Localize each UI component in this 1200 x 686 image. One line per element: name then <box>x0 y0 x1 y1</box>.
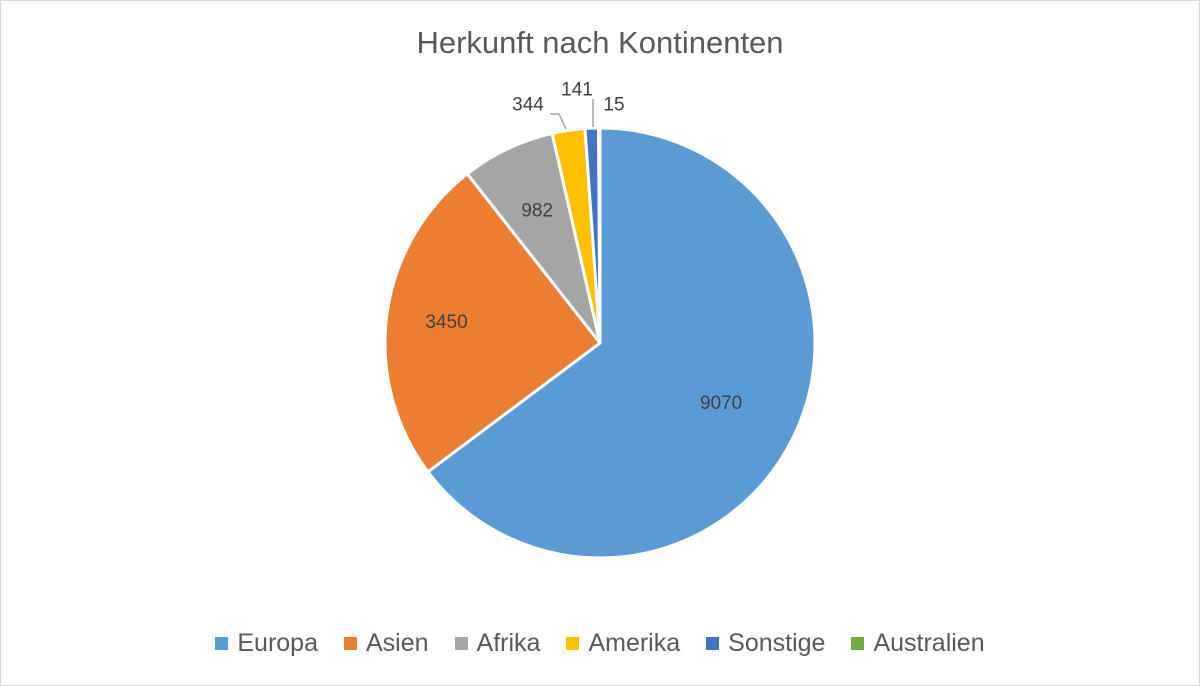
legend-label-europa: Europa <box>237 629 318 657</box>
legend-item-sonstige: Sonstige <box>706 629 825 658</box>
legend-swatch-europa <box>215 637 229 650</box>
legend-swatch-amerika <box>566 637 580 650</box>
legend-label-asien: Asien <box>366 629 429 657</box>
data-label-australien: 15 <box>603 95 624 116</box>
legend-swatch-sonstige <box>706 637 720 650</box>
leader-line-amerika <box>550 113 567 130</box>
pie-slice-australien <box>597 126 602 345</box>
legend: Europa Asien Afrika Amerika Sonstige Australi… <box>1 629 1199 658</box>
legend-item-australien: Australien <box>851 629 985 658</box>
legend-label-amerika: Amerika <box>588 629 681 657</box>
legend-item-amerika: Amerika <box>566 629 680 658</box>
legend-label-australien: Australien <box>873 629 985 657</box>
chart-title: Herkunft nach Kontinenten <box>416 25 784 60</box>
legend-item-europa: Europa <box>215 629 318 658</box>
legend-swatch-afrika <box>454 637 468 650</box>
legend-item-afrika: Afrika <box>454 629 541 658</box>
legend-swatch-australien <box>851 637 865 650</box>
legend-item-asien: Asien <box>344 629 429 658</box>
legend-label-sonstige: Sonstige <box>728 629 826 657</box>
data-label-asien: 3450 <box>425 312 467 333</box>
legend-swatch-asien <box>344 637 357 650</box>
pie-slice-europa <box>426 126 817 560</box>
pie-slice-asien <box>383 172 602 474</box>
data-label-sonstige: 141 <box>561 80 593 101</box>
data-label-amerika: 344 <box>512 95 544 116</box>
data-label-afrika: 982 <box>521 201 553 222</box>
data-label-europa: 9070 <box>700 393 742 414</box>
legend-label-afrika: Afrika <box>476 629 541 657</box>
